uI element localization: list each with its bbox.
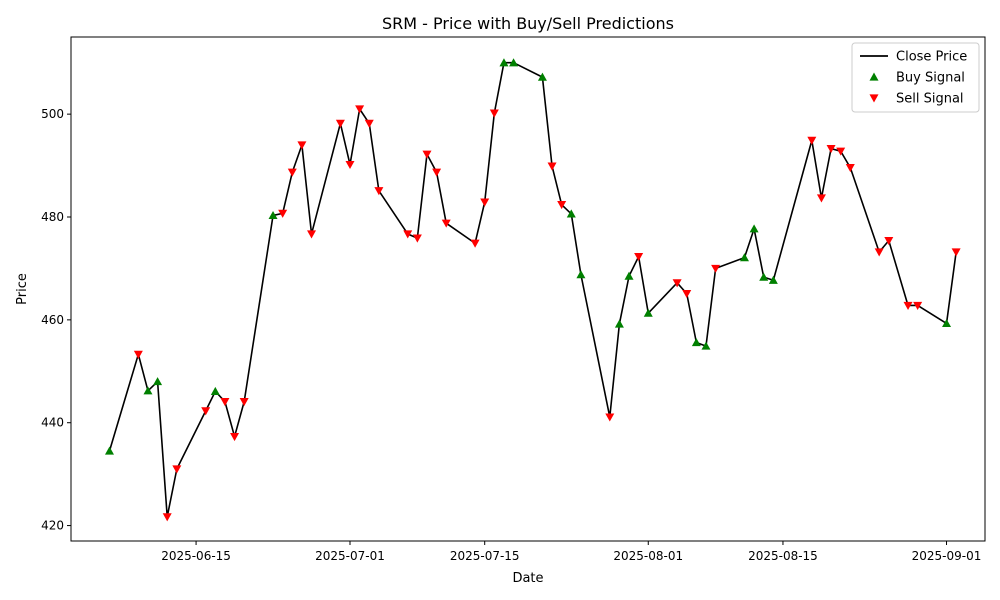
buy-signal-marker [104, 446, 114, 455]
sell-signal-marker [682, 290, 692, 299]
buy-signal-marker [749, 224, 759, 233]
x-axis-label: Date [512, 571, 543, 586]
buy-signal-marker [624, 271, 634, 280]
buy-signal-marker [739, 253, 749, 262]
sell-signal-marker [874, 248, 884, 257]
x-tick-label: 2025-07-01 [315, 549, 385, 563]
buy-signal-marker [942, 318, 952, 328]
buy-signal-marker [566, 209, 576, 218]
sell-signal-marker [557, 201, 567, 210]
y-axis-label: Price [15, 273, 30, 305]
sell-signal-marker [826, 145, 836, 154]
buy-signal-marker [691, 337, 701, 347]
sell-signal-marker [441, 219, 451, 228]
legend-sell-swatch [869, 94, 879, 103]
chart-title: SRM - Price with Buy/Sell Predictions [382, 14, 674, 33]
buy-signal-marker [210, 386, 220, 395]
buy-signal-marker [643, 308, 653, 317]
sell-signal-marker [374, 187, 384, 196]
sell-signal-marker [220, 398, 230, 407]
sell-signal-marker [845, 164, 855, 173]
legend-label: Close Price [896, 50, 967, 65]
sell-signal-marker [412, 234, 422, 243]
sell-signal-marker [634, 253, 644, 262]
sell-signal-marker [672, 279, 682, 288]
y-tick-label: 420 [41, 519, 64, 533]
y-tick-label: 480 [41, 210, 64, 224]
sell-signal-marker [470, 239, 480, 248]
sell-signal-marker [951, 248, 961, 257]
legend-label: Buy Signal [896, 71, 965, 86]
buy-signal-marker [537, 72, 547, 81]
legend-box [851, 42, 980, 113]
sell-signal-marker [364, 119, 374, 128]
legend-buy-swatch [869, 72, 879, 81]
sell-signal-marker [489, 109, 499, 118]
close-price-line [108, 61, 957, 518]
sell-signal-marker [287, 168, 297, 177]
sell-signal-marker [278, 209, 288, 218]
axes: 2025-06-15 2025-07-01 2025-07-15 2025-08-01… [41, 36, 986, 563]
buy-signal-marker [153, 377, 163, 386]
x-tick-label: 2025-09-01 [912, 549, 982, 563]
buy-signal-marker [614, 319, 624, 328]
sell-signal-marker [903, 301, 913, 310]
sell-signal-marker [403, 230, 413, 239]
y-tick-label: 500 [41, 107, 64, 121]
sell-signal-marker [547, 162, 557, 171]
y-tick-label: 460 [41, 313, 64, 327]
sell-signal-marker [422, 150, 432, 159]
sell-signal-marker [807, 136, 817, 145]
sell-signal-marker [432, 168, 442, 177]
sell-signal-marker [201, 407, 211, 416]
sell-signal-marker [133, 350, 143, 359]
buy-signal-marker [759, 272, 769, 281]
sell-signal-marker [297, 141, 307, 150]
sell-signal-marker [355, 105, 365, 114]
sell-signal-marker [345, 160, 355, 170]
sell-signal-marker [239, 398, 249, 407]
sell-signal-marker [335, 119, 345, 128]
sell-signal-marker [230, 433, 240, 442]
sell-signal-marker [913, 301, 923, 310]
x-tick-label: 2025-06-15 [161, 549, 231, 563]
plot-frame [70, 36, 986, 542]
legend: Close Price Buy Signal Sell Signal [851, 42, 980, 113]
buy-signal-marker [143, 386, 153, 395]
sell-signal-marker [605, 413, 615, 422]
buy-signal-marker [509, 58, 519, 67]
sell-signal-marker [480, 198, 490, 207]
x-tick-label: 2025-08-15 [748, 549, 818, 563]
sell-signal-marker [836, 147, 846, 156]
sell-signal-marker [816, 194, 826, 203]
buy-signal-marker [499, 58, 509, 67]
buy-signal-marker [701, 341, 711, 350]
sell-signal-marker [307, 230, 317, 239]
y-tick-label: 440 [41, 416, 64, 430]
sell-signal-marker [162, 513, 172, 522]
buy-signal-marker [268, 210, 278, 220]
sell-signal-marker [172, 465, 182, 474]
buy-signal-marker [768, 275, 778, 284]
plot-area [104, 58, 961, 522]
sell-signal-marker [711, 264, 721, 273]
x-tick-label: 2025-08-01 [613, 549, 683, 563]
buy-signal-marker [576, 270, 586, 279]
x-tick-label: 2025-07-15 [450, 549, 520, 563]
legend-label: Sell Signal [896, 92, 964, 107]
sell-signal-marker [884, 237, 894, 246]
